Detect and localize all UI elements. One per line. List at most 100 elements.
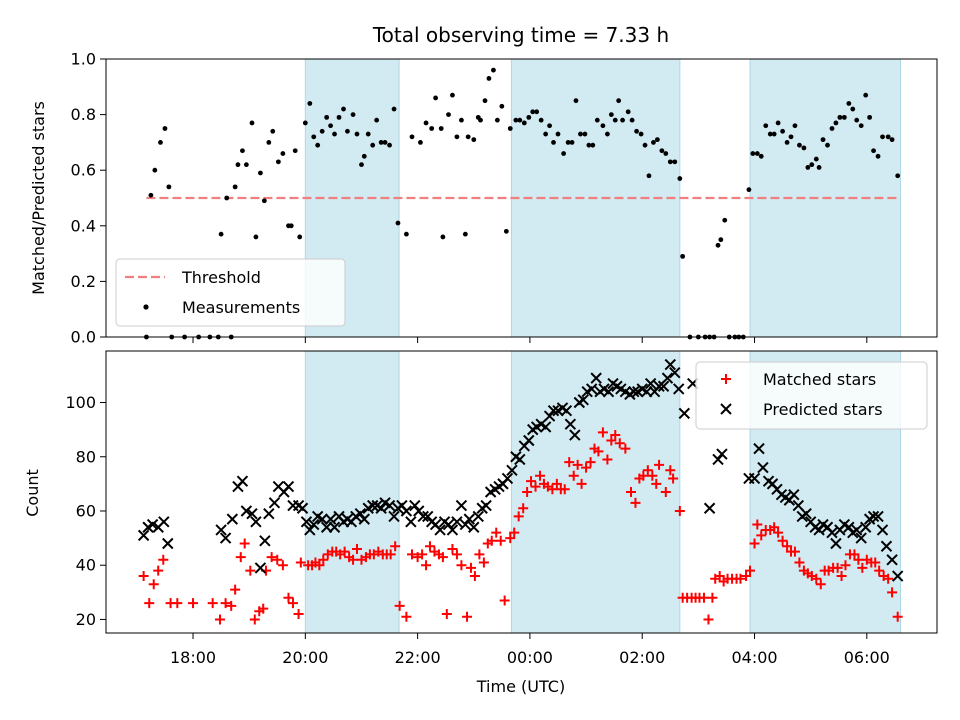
measurement-point bbox=[672, 159, 678, 165]
x-tick-label: 04:00 bbox=[731, 648, 777, 667]
matched-point bbox=[249, 614, 260, 625]
matched-point bbox=[277, 560, 288, 571]
matched-point bbox=[572, 459, 583, 470]
y-tick-label: 1.0 bbox=[71, 50, 96, 69]
measurement-point bbox=[315, 142, 321, 148]
matched-point bbox=[486, 535, 497, 546]
predicted-point bbox=[564, 418, 577, 430]
measurement-point bbox=[594, 117, 600, 123]
measurement-point bbox=[858, 123, 864, 129]
y-tick-label: 0.2 bbox=[71, 272, 96, 291]
matched-point bbox=[226, 600, 237, 611]
measurement-point bbox=[573, 98, 579, 104]
predicted-point bbox=[246, 507, 258, 520]
measurement-point bbox=[771, 131, 777, 137]
measurement-point bbox=[654, 137, 660, 143]
matched-point bbox=[597, 427, 608, 438]
measurement-point bbox=[350, 112, 356, 117]
measurement-point bbox=[280, 151, 286, 156]
matched-point bbox=[773, 527, 784, 538]
measurement-point bbox=[261, 198, 267, 204]
measurement-point bbox=[521, 120, 527, 126]
measurement-point bbox=[478, 117, 483, 123]
predicted-point bbox=[602, 385, 615, 398]
measurement-point bbox=[582, 131, 588, 137]
measurement-point bbox=[841, 114, 847, 120]
measurement-point bbox=[491, 67, 496, 73]
predicted-point bbox=[375, 502, 387, 514]
measurement-point bbox=[767, 131, 773, 137]
measurement-point bbox=[634, 128, 640, 134]
measurement-point bbox=[620, 117, 625, 123]
predicted-point bbox=[354, 507, 367, 520]
measurement-point bbox=[517, 117, 523, 123]
measurement-point bbox=[809, 162, 815, 168]
bottom-plot-frame bbox=[105, 350, 938, 634]
measurement-point bbox=[409, 134, 415, 140]
matched-point bbox=[815, 579, 826, 590]
matched-point bbox=[625, 487, 636, 497]
matched-point bbox=[499, 595, 510, 606]
matched-point bbox=[777, 535, 788, 546]
matched-point bbox=[593, 446, 604, 457]
matched-point bbox=[769, 522, 780, 533]
measurement-point bbox=[750, 151, 756, 156]
predicted-point bbox=[661, 372, 674, 384]
measurement-point bbox=[663, 151, 669, 156]
predicted-point bbox=[753, 442, 765, 455]
matched-point bbox=[836, 571, 847, 582]
measurement-point bbox=[162, 126, 168, 131]
measurement-point bbox=[569, 140, 575, 145]
threshold-legend-label: Threshold bbox=[181, 268, 261, 287]
predicted-point bbox=[137, 529, 150, 542]
predicted-point bbox=[703, 502, 716, 514]
predicted-point bbox=[501, 472, 514, 485]
matched-point bbox=[638, 470, 649, 481]
matched-point bbox=[424, 541, 435, 552]
measurement-point bbox=[494, 117, 500, 123]
matched-point bbox=[745, 565, 756, 576]
predicted-point bbox=[259, 535, 271, 547]
bottom-x-axis-label: Time (UTC) bbox=[476, 677, 565, 696]
matched-point bbox=[874, 565, 885, 576]
predicted-point bbox=[324, 513, 337, 525]
matched-point bbox=[714, 571, 725, 582]
top-y-axis: 0.0 0.2 0.4 0.6 0.8 1.0 bbox=[71, 50, 106, 347]
x-tick-label: 00:00 bbox=[507, 648, 553, 667]
measurement-point bbox=[328, 123, 333, 129]
predicted-point bbox=[308, 518, 320, 531]
predicted-point bbox=[716, 448, 728, 460]
predicted-point bbox=[226, 513, 239, 525]
y-tick-label: 100 bbox=[65, 393, 96, 412]
predicted-point bbox=[442, 518, 455, 531]
matched-point bbox=[447, 543, 458, 554]
predicted-point bbox=[560, 404, 573, 417]
measurement-point bbox=[365, 131, 371, 137]
matched-point bbox=[674, 505, 685, 516]
predicted-point bbox=[459, 518, 472, 531]
measurement-point bbox=[341, 106, 346, 112]
matched-point bbox=[318, 554, 329, 565]
predicted-point bbox=[146, 518, 159, 531]
bottom-legend-box bbox=[695, 361, 928, 430]
predicted-point bbox=[644, 377, 657, 390]
measurement-point bbox=[253, 234, 259, 240]
matched-point bbox=[535, 470, 546, 481]
measurement-point bbox=[471, 137, 477, 143]
matched-point bbox=[148, 579, 159, 590]
bottom-predicted-points bbox=[137, 358, 904, 582]
y-tick-label: 0.0 bbox=[71, 328, 96, 347]
measurement-point bbox=[224, 195, 230, 201]
predicted-point bbox=[400, 505, 413, 517]
measurement-point bbox=[395, 220, 401, 226]
measurement-point bbox=[438, 126, 444, 131]
measurement-point bbox=[797, 142, 802, 148]
measurement-point bbox=[746, 187, 752, 193]
matched-point bbox=[849, 549, 860, 560]
measurement-point bbox=[629, 117, 635, 123]
matched-point bbox=[564, 457, 575, 468]
measurement-point bbox=[423, 120, 429, 126]
predicted-point bbox=[383, 499, 396, 512]
measurement-point bbox=[503, 228, 509, 234]
